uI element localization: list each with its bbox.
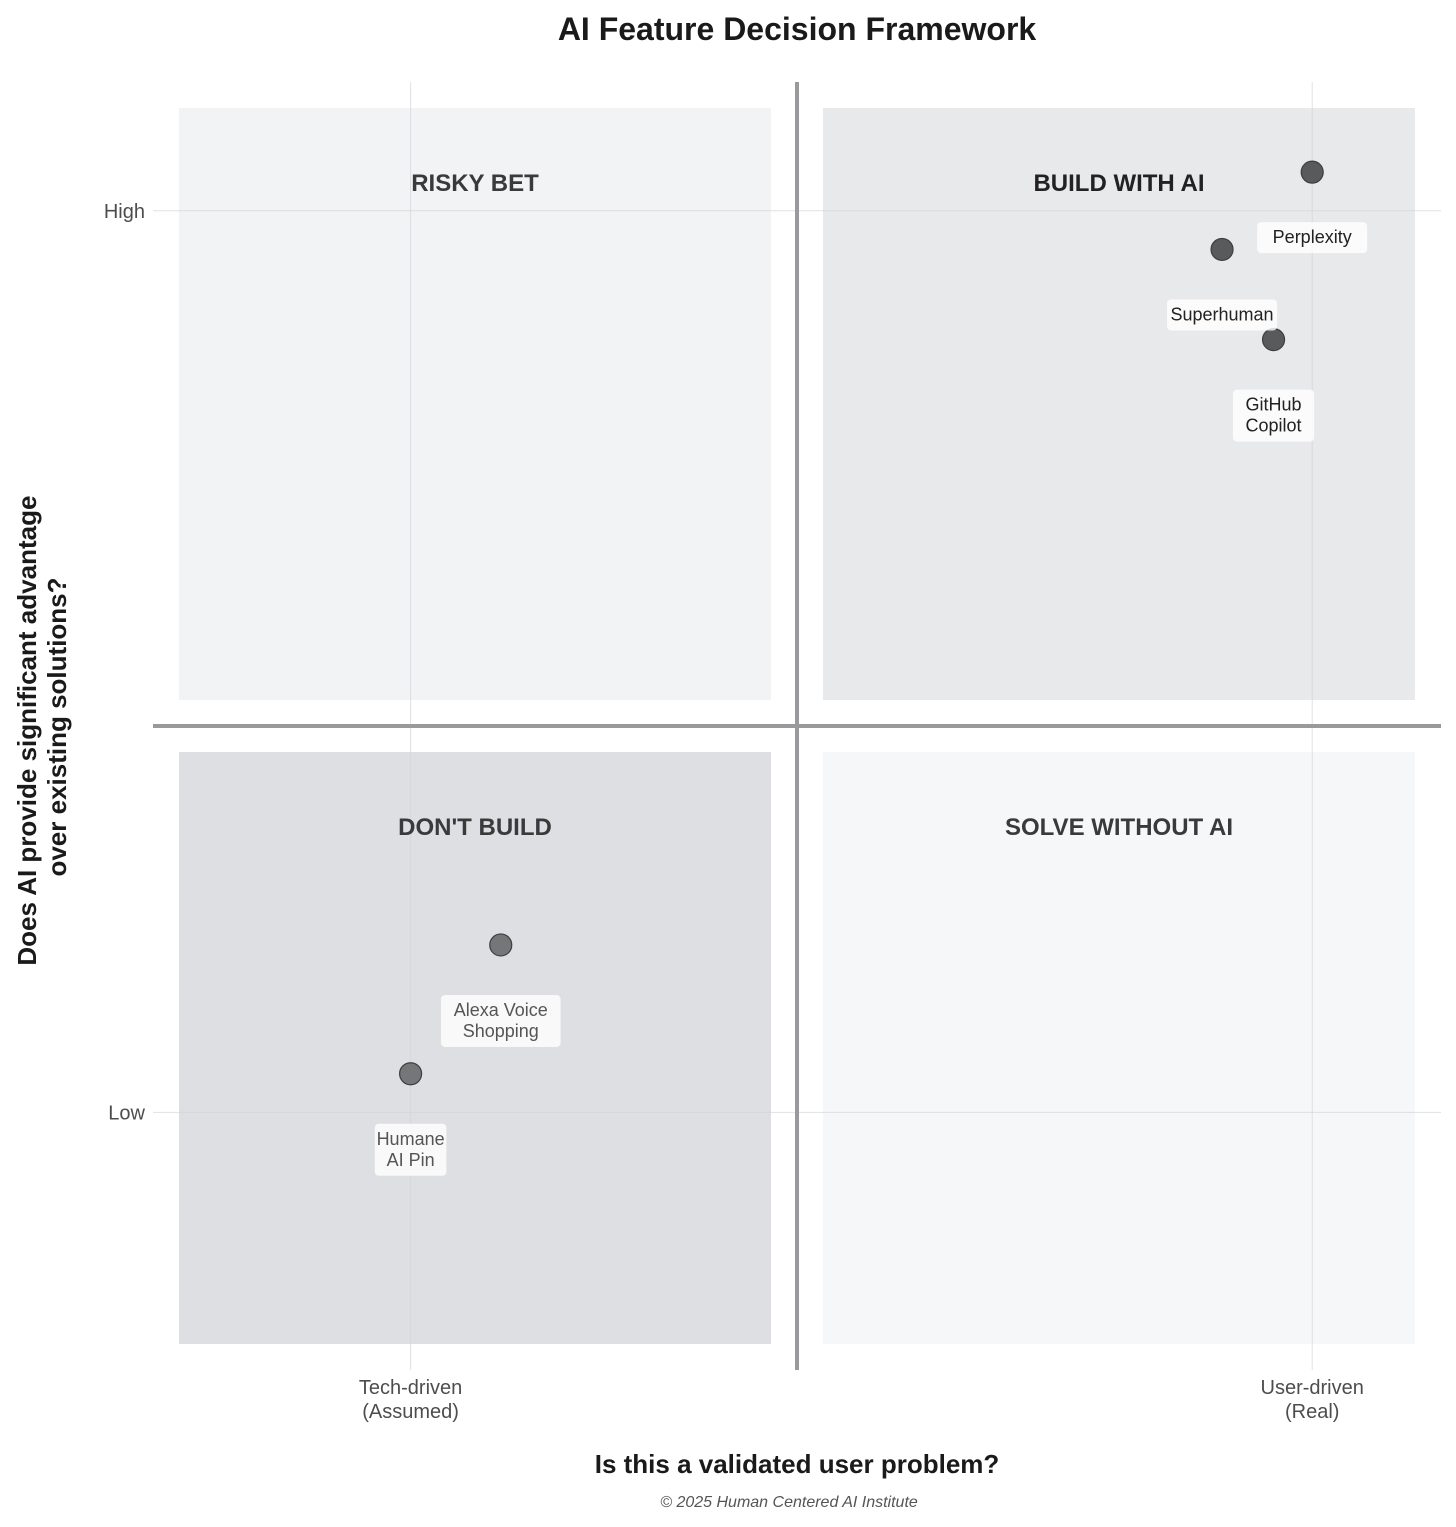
x-tick-label: Tech-driven (Assumed) xyxy=(359,1377,462,1423)
point-label-text: GitHub xyxy=(1246,395,1302,415)
point-label-superhuman: Superhuman xyxy=(1167,299,1278,331)
quadrant-solve-without-ai xyxy=(823,752,1415,1344)
quadrant-label-don-t-build: DON'T BUILD xyxy=(398,814,552,841)
quadrant-label-risky-bet: RISKY BET xyxy=(411,170,539,197)
quadrant-risky-bet xyxy=(179,108,771,700)
point-humane-ai-pin xyxy=(399,1062,423,1086)
point-label-text: Copilot xyxy=(1246,416,1302,436)
copyright-caption: © 2025 Human Centered AI Institute xyxy=(660,1494,918,1511)
point-label-text: AI Pin xyxy=(387,1150,435,1170)
quadrant-label-build-with-ai: BUILD WITH AI xyxy=(1033,170,1204,197)
y-tick-label: Low xyxy=(108,1102,145,1124)
y-axis-title-line-2: over existing solutions? xyxy=(42,577,72,876)
point-label-box xyxy=(1257,222,1368,254)
y-tick-label: High xyxy=(104,201,145,223)
x-tick-label: User-driven (Real) xyxy=(1261,1377,1364,1423)
x-tick-label-line: (Real) xyxy=(1285,1401,1339,1423)
quadrant-build-with-ai xyxy=(823,108,1415,700)
point-perplexity xyxy=(1300,160,1324,184)
x-tick-label-line: (Assumed) xyxy=(362,1401,459,1423)
point-label-text: Perplexity xyxy=(1273,227,1352,247)
point-github-copilot xyxy=(1261,328,1286,352)
point-label-box xyxy=(1167,299,1278,331)
point-superhuman xyxy=(1210,237,1234,262)
svg-text:Does AI provide significant ad: Does AI provide significant advantage ov… xyxy=(12,488,72,965)
point-label-box xyxy=(440,994,561,1047)
y-axis-title-line-1: Does AI provide significant advantage xyxy=(12,496,42,966)
point-alexa-voice-shopping xyxy=(489,933,513,957)
x-tick-label-line: User-driven xyxy=(1261,1377,1364,1399)
point-label-box xyxy=(374,1123,447,1176)
point-label-text: Humane xyxy=(377,1129,445,1149)
point-label-perplexity: Perplexity xyxy=(1257,222,1368,254)
y-axis-title: Does AI provide significant advantage ov… xyxy=(12,488,72,966)
point-label-box xyxy=(1232,389,1315,442)
point-label-text: Alexa Voice xyxy=(454,1000,548,1020)
point-label-text: Superhuman xyxy=(1171,304,1274,324)
x-axis-title: Is this a validated user problem? xyxy=(595,1449,1000,1479)
chart-title: AI Feature Decision Framework xyxy=(558,11,1037,47)
quadrant-don-t-build xyxy=(179,752,771,1344)
quadrant-label-solve-without-ai: SOLVE WITHOUT AI xyxy=(1005,814,1233,841)
x-tick-label-line: Tech-driven xyxy=(359,1377,462,1399)
point-label-text: Shopping xyxy=(463,1021,539,1041)
